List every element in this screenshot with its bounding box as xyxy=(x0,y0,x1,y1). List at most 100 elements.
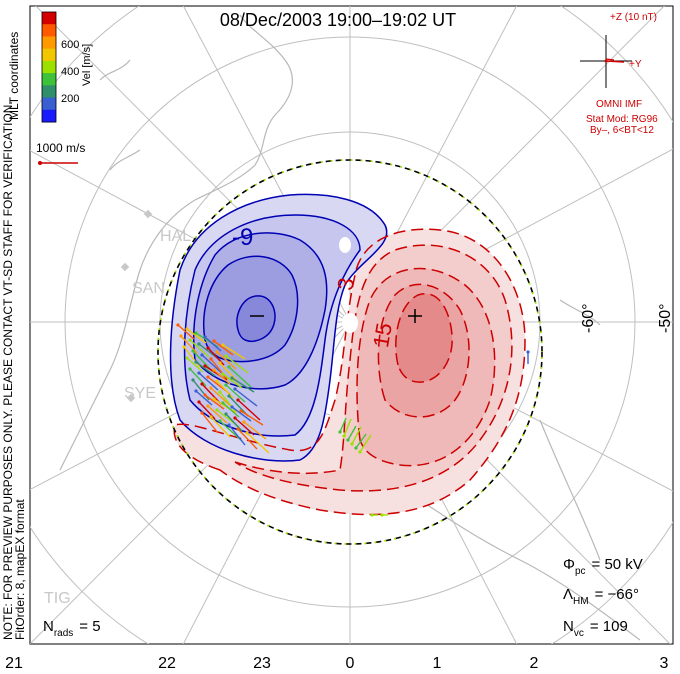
mlt-label-2: 2 xyxy=(530,655,539,672)
velocity-vector-origin xyxy=(212,368,216,372)
velocity-vector-origin xyxy=(224,412,228,416)
velocity-vector-origin xyxy=(233,416,237,420)
contour-label-pos-3: 3 xyxy=(332,276,359,292)
lambda-symbol: Λ xyxy=(563,586,573,603)
velocity-vector-origin xyxy=(215,350,219,354)
station-label-tig: TIG xyxy=(44,590,71,607)
nvc-value: = 109 xyxy=(590,618,628,635)
velocity-vector-origin xyxy=(203,364,207,368)
velocity-vector-origin xyxy=(245,431,249,435)
mlt-label-22: 22 xyxy=(158,655,176,672)
potential-extrema xyxy=(250,309,422,323)
contour-label-neg: -9 xyxy=(232,224,253,251)
station-label-hal: HAL xyxy=(160,228,191,245)
velocity-vector-origin xyxy=(176,323,180,327)
velocity-vector-origin xyxy=(370,513,374,517)
velocity-vector-origin xyxy=(218,390,222,394)
nrads-value: = 5 xyxy=(79,618,100,635)
velocity-vector xyxy=(204,336,222,352)
velocity-vector xyxy=(222,373,243,389)
nvc-sub: vc xyxy=(574,628,584,639)
nrads-stat: Nrads = 5 xyxy=(43,618,101,639)
velocity-vector-origin xyxy=(197,400,201,404)
velocity-vector xyxy=(347,425,357,441)
velocity-vector xyxy=(216,351,237,370)
velocity-vector-origin xyxy=(200,382,204,386)
velocity-vector xyxy=(225,384,246,403)
velocity-vector-origin xyxy=(350,442,354,446)
velocity-vectors xyxy=(176,323,530,517)
fit-order-note: FitOrder: 8, mapEX format xyxy=(13,499,27,640)
velocity-vector-origin xyxy=(346,438,350,442)
velocity-vector xyxy=(189,339,210,358)
velocity-vector xyxy=(195,390,213,406)
velocity-vector-origin xyxy=(191,349,195,353)
velocity-vector xyxy=(240,410,264,426)
cell-gap xyxy=(339,237,358,333)
velocity-vector-origin xyxy=(233,387,237,391)
velocity-vector-origin xyxy=(215,379,219,383)
velocity-vector xyxy=(355,433,367,449)
velocity-vector xyxy=(222,344,246,360)
mlt-label-0: 0 xyxy=(346,655,355,672)
velocity-vector-origin xyxy=(197,342,201,346)
velocity-vector-origin xyxy=(200,353,204,357)
colorbar-segment xyxy=(42,12,56,25)
velocity-vector-origin xyxy=(236,427,240,431)
velocity-vector-origin xyxy=(200,411,204,415)
velocity-vector-origin xyxy=(215,408,219,412)
velocity-vector-origin xyxy=(227,423,231,427)
velocity-vector-origin xyxy=(221,343,225,347)
velocity-vector-origin xyxy=(182,345,186,349)
mlt-label-1: 1 xyxy=(433,655,442,672)
velocity-vector xyxy=(213,369,231,385)
colorbar-segment xyxy=(42,36,56,50)
velocity-vector xyxy=(234,388,258,407)
lambda-hm-stat: ΛHM = −66° xyxy=(563,586,639,607)
velocity-vector-origin xyxy=(358,450,362,454)
velocity-vector xyxy=(231,377,255,393)
nrads-symbol: N xyxy=(43,618,54,635)
imf-dial xyxy=(580,35,632,88)
velocity-vector-origin xyxy=(206,346,210,350)
velocity-vector-origin xyxy=(209,415,213,419)
velocity-vector xyxy=(243,421,267,440)
velocity-vector-origin xyxy=(342,434,346,438)
velocity-vector xyxy=(351,426,362,445)
colorbar-segment xyxy=(42,24,56,37)
hm-boundary-dots xyxy=(157,159,543,545)
velocity-vector-origin xyxy=(218,361,222,365)
colorbar-tick-200: 200 xyxy=(61,93,79,105)
colorbar-segment xyxy=(42,48,56,62)
velocity-vector-origin xyxy=(380,513,384,517)
velocity-vector xyxy=(195,361,216,377)
velocity-vector xyxy=(198,372,219,391)
colorbar-outline xyxy=(41,11,57,123)
coordinate-label: MLT coordinates xyxy=(7,32,21,120)
velocity-vector-origin xyxy=(218,419,222,423)
latitude-label-50: -50° xyxy=(657,303,674,333)
velocity-vector-origin xyxy=(194,360,198,364)
velocity-vector-origin xyxy=(227,394,231,398)
velocity-vector xyxy=(222,402,240,418)
colorbar-tick-600: 600 xyxy=(61,39,79,51)
velocity-vector-origin xyxy=(194,331,198,335)
colorbar-segment xyxy=(42,85,56,99)
mlt-label-23: 23 xyxy=(253,655,271,672)
velocity-vector xyxy=(177,324,195,340)
velocity-vector-origin xyxy=(203,335,207,339)
colorbar-segment xyxy=(42,109,56,123)
nvc-symbol: N xyxy=(563,618,574,635)
velocity-vector-origin xyxy=(209,386,213,390)
velocity-vector-origin xyxy=(230,376,234,380)
velocity-vector xyxy=(237,399,261,421)
velocity-vector-origin xyxy=(209,357,213,361)
velocity-vector-origin xyxy=(221,401,225,405)
coastlines xyxy=(59,14,641,641)
map-title: 08/Dec/2003 19:00–19:02 UT xyxy=(220,10,456,30)
velocity-vector-origin xyxy=(203,393,207,397)
velocity-vector xyxy=(343,418,352,437)
velocity-vector-origin xyxy=(230,405,234,409)
velocity-vector-origin xyxy=(212,339,216,343)
colorbar-segment xyxy=(42,60,56,74)
